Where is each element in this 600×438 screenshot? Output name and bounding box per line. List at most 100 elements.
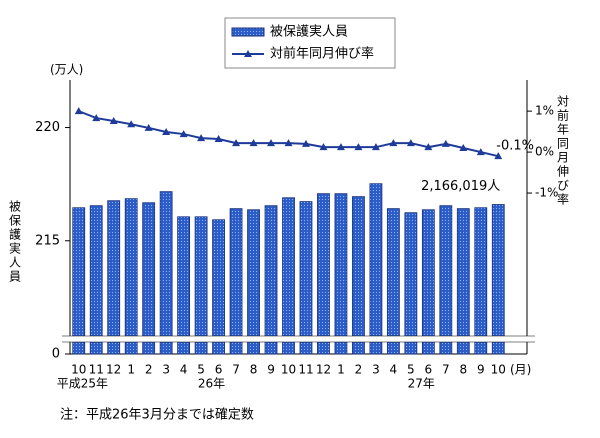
marker xyxy=(232,139,241,147)
y-tick-label: 220 xyxy=(35,120,60,135)
x-tick-label: 11 xyxy=(298,363,313,377)
x-tick-label: 10 xyxy=(281,363,296,377)
marker xyxy=(441,139,450,147)
y-tick-label: 215 xyxy=(35,233,60,248)
legend-label: 対前年同月伸び率 xyxy=(270,46,374,62)
x-tick-label: 12 xyxy=(316,363,331,377)
year-label: 27年 xyxy=(408,377,435,391)
marker xyxy=(476,148,485,156)
marker xyxy=(144,123,153,131)
marker xyxy=(301,139,310,147)
x-tick-label: 4 xyxy=(180,363,188,377)
x-tick-label: 2 xyxy=(145,363,153,377)
marker xyxy=(459,143,468,151)
data-label: 2,166,019人 xyxy=(421,179,500,194)
marker xyxy=(406,139,415,147)
x-tick-label: 4 xyxy=(390,363,398,377)
x-tick-label: 10 xyxy=(71,363,86,377)
x-tick-label: 3 xyxy=(372,363,380,377)
bar xyxy=(124,198,138,355)
marker xyxy=(424,143,433,151)
bar xyxy=(456,208,470,355)
bar xyxy=(352,196,365,355)
marker xyxy=(179,130,188,138)
bar xyxy=(299,201,313,355)
bar xyxy=(247,209,260,355)
marker xyxy=(74,107,83,115)
x-tick-label: 3 xyxy=(162,363,170,377)
bar xyxy=(421,209,435,355)
axis-break xyxy=(62,336,535,342)
bar xyxy=(89,205,103,355)
axis-break-line xyxy=(62,335,535,343)
year-label: 平成25年 xyxy=(57,377,108,391)
x-tick-label: 12 xyxy=(106,363,121,377)
marker xyxy=(319,143,328,151)
bar xyxy=(491,204,505,355)
bar xyxy=(474,207,488,355)
bar xyxy=(212,219,225,355)
marker xyxy=(336,143,345,151)
marker xyxy=(214,134,223,142)
legend-box xyxy=(224,17,396,69)
x-tick-label: 7 xyxy=(232,363,240,377)
marker xyxy=(284,139,293,147)
y-tick-label: 0 xyxy=(52,347,60,362)
x-tick-label: 6 xyxy=(215,363,223,377)
marker xyxy=(92,114,101,122)
bar xyxy=(159,191,173,355)
bar xyxy=(404,212,418,355)
year-label: 26年 xyxy=(198,377,225,391)
y-axis-title: 被保護実人員 xyxy=(8,200,22,284)
marker xyxy=(494,152,503,160)
y2-tick-label: 0% xyxy=(535,145,554,159)
marker xyxy=(162,128,171,136)
y2-axis-title: 対前年同月伸び率 xyxy=(556,95,570,207)
x-tick-label: 5 xyxy=(407,363,415,377)
x-tick-label: 6 xyxy=(425,363,433,377)
bar xyxy=(386,208,400,355)
x-tick-label: 8 xyxy=(459,363,467,377)
bar xyxy=(334,193,348,355)
marker xyxy=(197,134,206,142)
x-unit: (月) xyxy=(510,363,531,377)
bar xyxy=(229,208,243,355)
marker xyxy=(371,143,380,151)
bar xyxy=(107,200,121,355)
bar xyxy=(439,205,453,355)
bar xyxy=(72,207,86,355)
y-unit: (万人) xyxy=(50,63,83,77)
y2-tick-label: 1% xyxy=(535,104,554,118)
data-label: -0.1% xyxy=(496,139,534,154)
marker xyxy=(267,139,276,147)
marker xyxy=(249,139,258,147)
line xyxy=(78,110,499,158)
marker xyxy=(127,120,136,128)
legend-swatch xyxy=(231,27,265,37)
x-tick-label: 7 xyxy=(442,363,450,377)
x-tick-label: 5 xyxy=(197,363,205,377)
legend-marker xyxy=(244,50,252,57)
bar xyxy=(282,197,295,355)
x-tick-label: 10 xyxy=(491,363,506,377)
bar xyxy=(369,183,383,355)
x-tick-label: 11 xyxy=(89,363,104,377)
bar xyxy=(264,205,278,355)
legend-label: 被保護実人員 xyxy=(270,24,348,40)
marker xyxy=(389,139,398,147)
note: 注：平成26年3月分までは確定数 xyxy=(60,407,254,423)
bar xyxy=(177,216,191,355)
x-tick-label: 8 xyxy=(250,363,258,377)
x-tick-label: 1 xyxy=(337,363,345,377)
marker xyxy=(109,116,118,124)
x-tick-label: 2 xyxy=(355,363,363,377)
bar xyxy=(194,216,208,355)
x-tick-label: 1 xyxy=(127,363,135,377)
y2-tick-label: -1% xyxy=(535,186,558,200)
x-tick-label: 9 xyxy=(267,363,275,377)
marker xyxy=(354,143,363,151)
bar xyxy=(142,202,156,355)
bar xyxy=(317,193,330,355)
x-tick-label: 9 xyxy=(477,363,485,377)
